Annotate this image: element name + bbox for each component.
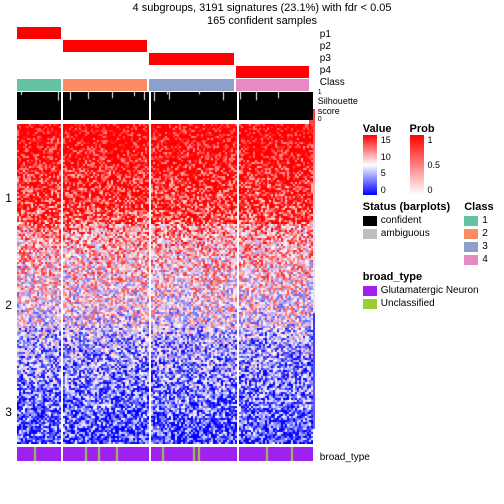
heatmap-block <box>151 124 237 224</box>
label-class: Class <box>317 77 353 89</box>
legend-item: ambiguous <box>363 228 450 239</box>
silhouette-ticks: 1 Silhouette score 0 <box>317 89 353 117</box>
right-labels: p1 p2 p3 p4 Class 1 Silhouette score 0 b… <box>317 27 353 465</box>
heatmap-column <box>239 124 313 444</box>
legend-class: Class 1234 <box>464 195 493 265</box>
p-seg <box>17 66 60 78</box>
legend-label: ambiguous <box>381 228 430 239</box>
title-block: 4 subgroups, 3191 signatures (23.1%) wit… <box>0 0 504 27</box>
heatmap-block <box>63 328 149 444</box>
core-panel <box>17 27 309 465</box>
silhouette-track <box>17 92 309 120</box>
legend-label: 3 <box>482 241 488 252</box>
legend-value: Value 15 10 5 0 <box>363 117 392 195</box>
label-p2: p2 <box>317 41 353 53</box>
class-seg <box>236 79 309 91</box>
silhouette-seg <box>17 92 61 120</box>
legend-broad-type: broad_type Glutamatergic NeuronUnclassif… <box>363 271 504 309</box>
legend-item: Unclassified <box>363 298 504 309</box>
broad-type-seg <box>63 447 149 461</box>
legends: Value 15 10 5 0 Prob 1 0 <box>353 27 504 465</box>
swatch <box>464 216 478 226</box>
p-seg <box>149 66 234 78</box>
row-group-labels: 1 2 3 <box>0 145 17 465</box>
p-seg <box>63 27 148 39</box>
legend-prob: Prob 1 0.5 0 <box>410 117 441 195</box>
p-seg <box>236 66 309 78</box>
prob-gradient <box>410 135 424 195</box>
legend-item: Glutamatergic Neuron <box>363 285 504 296</box>
heatmap-block <box>151 328 237 444</box>
heatmap-block <box>63 124 149 224</box>
title-line-2: 165 confident samples <box>20 15 504 27</box>
legend-status: Status (barplots) confidentambiguous <box>363 195 450 265</box>
p-seg <box>17 27 60 39</box>
class-seg <box>63 79 148 91</box>
title-line-1: 4 subgroups, 3191 signatures (23.1%) wit… <box>20 2 504 14</box>
broad-type-seg <box>151 447 237 461</box>
p-seg <box>63 66 148 78</box>
label-broad-type: broad_type <box>317 451 353 465</box>
heatmap-block <box>63 224 149 328</box>
heatmap-column <box>63 124 149 444</box>
p-seg <box>63 40 148 52</box>
heatmap-block <box>17 224 61 328</box>
broad-type-seg <box>239 447 313 461</box>
legend-item: 2 <box>464 228 493 239</box>
main-row: 1 2 3 p1 p2 p3 p4 Class 1 Silhouette sco… <box>0 27 504 465</box>
swatch <box>464 229 478 239</box>
p-seg <box>149 40 234 52</box>
p-seg <box>236 27 309 39</box>
silhouette-seg <box>151 92 237 120</box>
heatmap <box>17 124 309 444</box>
legend-label: 4 <box>482 254 488 265</box>
class-seg <box>17 79 60 91</box>
heatmap-block <box>239 224 313 328</box>
label-p1: p1 <box>317 29 353 41</box>
heatmap-block <box>151 224 237 328</box>
class-track <box>17 79 309 91</box>
row-label-2: 2 <box>5 298 12 312</box>
legend-item: confident <box>363 215 450 226</box>
heatmap-block <box>239 328 313 444</box>
p-seg <box>236 40 309 52</box>
legend-item: 4 <box>464 254 493 265</box>
legend-label: 2 <box>482 228 488 239</box>
swatch <box>464 242 478 252</box>
p-seg <box>236 53 309 65</box>
broad-type-track <box>17 447 309 461</box>
heatmap-block <box>17 328 61 444</box>
swatch <box>363 286 377 296</box>
swatch <box>363 229 377 239</box>
label-p4: p4 <box>317 65 353 77</box>
silhouette-seg <box>239 92 313 120</box>
swatch <box>464 255 478 265</box>
legend-item: 1 <box>464 215 493 226</box>
label-p3: p3 <box>317 53 353 65</box>
legend-label: 1 <box>482 215 488 226</box>
p-seg <box>17 53 60 65</box>
p-seg <box>149 27 234 39</box>
p-seg <box>63 53 148 65</box>
legend-label: Glutamatergic Neuron <box>381 285 479 296</box>
class-seg <box>149 79 234 91</box>
row-label-3: 3 <box>5 405 12 419</box>
swatch <box>363 216 377 226</box>
value-gradient <box>363 135 377 195</box>
silhouette-seg <box>63 92 149 120</box>
legend-label: Unclassified <box>381 298 435 309</box>
legend-item: 3 <box>464 241 493 252</box>
heatmap-column <box>151 124 237 444</box>
heatmap-block <box>239 124 313 224</box>
heatmap-block <box>17 124 61 224</box>
p-annotation-tracks <box>17 27 309 78</box>
row-label-1: 1 <box>5 191 12 205</box>
legend-label: confident <box>381 215 422 226</box>
swatch <box>363 299 377 309</box>
heatmap-column <box>17 124 61 444</box>
p-seg <box>149 53 234 65</box>
p-seg <box>17 40 60 52</box>
broad-type-seg <box>17 447 61 461</box>
